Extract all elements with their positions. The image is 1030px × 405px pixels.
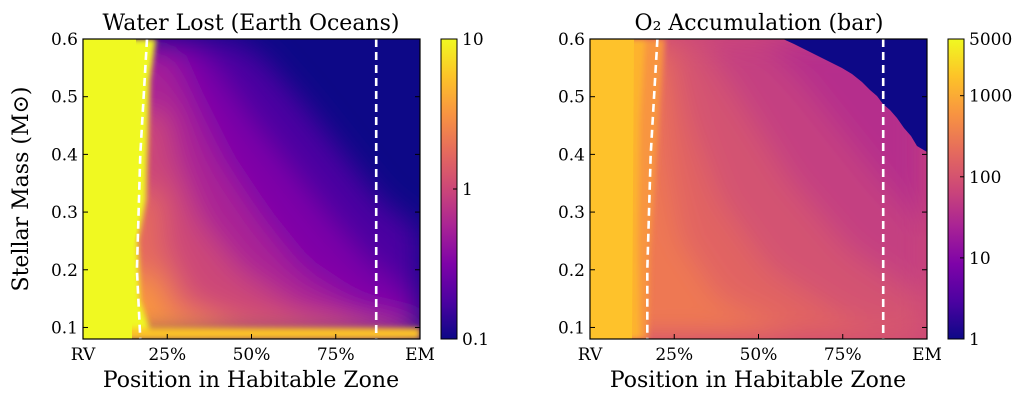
x-axis: RV 25% 50% 75% EM: [578, 334, 942, 365]
x-tick-label: EM: [912, 345, 942, 365]
colorbar: 10 1 0.1: [440, 30, 489, 350]
chart-title: O₂ Accumulation (bar): [635, 11, 884, 36]
y-tick-label: 0.3: [51, 203, 78, 223]
y-axis-label: Stellar Mass (M⊙): [9, 87, 34, 292]
y-tick-label: 0.1: [51, 318, 78, 338]
x-tick-label: RV: [578, 345, 603, 365]
panel-water-lost: Water Lost (Earth Oceans) RV 25% 50% 75% EM …: [9, 11, 489, 393]
colorbar-tick-label: 1: [462, 180, 473, 200]
boundary-lines: [645, 39, 885, 339]
chart-title: Water Lost (Earth Oceans): [103, 11, 400, 36]
y-tick-label: 0.4: [51, 145, 78, 165]
y-axis: 0.1 0.2 0.3 0.4 0.5 0.6: [51, 30, 420, 338]
x-tick-label: 75%: [824, 345, 862, 365]
x-tick-label: RV: [71, 345, 96, 365]
colorbar-tick-label: 0.1: [462, 330, 489, 350]
x-tick-label: EM: [405, 345, 435, 365]
heatmap-o2-accumulation: [590, 39, 927, 339]
colorbar-tick-label: 10: [969, 249, 991, 269]
colorbar-frame: [947, 38, 965, 340]
y-tick-label: 0.3: [558, 203, 585, 223]
x-axis: RV 25% 50% 75% EM: [71, 334, 435, 365]
panel-o2-accumulation: O₂ Accumulation (bar) RV 25% 50% 75% EM 0.10…: [558, 11, 1012, 393]
x-tick-label: 25%: [655, 345, 693, 365]
heatmap-water-lost: [83, 39, 420, 339]
y-axis: 0.1 0.2 0.3 0.4 0.5 0.6: [558, 30, 927, 338]
x-tick-label: 75%: [317, 345, 355, 365]
hz-boundary-line: [645, 39, 659, 339]
colorbar-tick-label: 10: [462, 30, 484, 50]
x-tick-label: 50%: [233, 345, 271, 365]
colorbar-tick-label: 1000: [969, 87, 1012, 107]
colorbar-tick-label: 1: [969, 330, 980, 350]
y-tick-label: 0.2: [51, 261, 78, 281]
saturated-region: [783, 39, 927, 152]
y-tick-label: 0.5: [51, 88, 78, 108]
y-tick-label: 0.5: [558, 88, 585, 108]
hz-boundary-line: [135, 39, 149, 339]
y-tick-label: 0.1: [558, 318, 585, 338]
x-axis-label: Position in Habitable Zone: [103, 368, 399, 393]
y-tick-label: 0.2: [558, 261, 585, 281]
colorbar-gradient: [441, 39, 457, 339]
colorbar-tick-label: 5000: [969, 30, 1012, 50]
colorbar: 5000 1000 100 10 1: [947, 30, 1012, 350]
y-tick-label: 0.6: [558, 30, 585, 50]
x-tick-label: 50%: [740, 345, 778, 365]
y-tick-label: 0.4: [558, 145, 585, 165]
x-tick-label: 25%: [148, 345, 186, 365]
boundary-lines: [135, 39, 378, 339]
colorbar-gradient: [948, 39, 964, 339]
y-tick-label: 0.6: [51, 30, 78, 50]
colorbar-tick-label: 100: [969, 168, 1001, 188]
x-axis-label: Position in Habitable Zone: [610, 368, 906, 393]
